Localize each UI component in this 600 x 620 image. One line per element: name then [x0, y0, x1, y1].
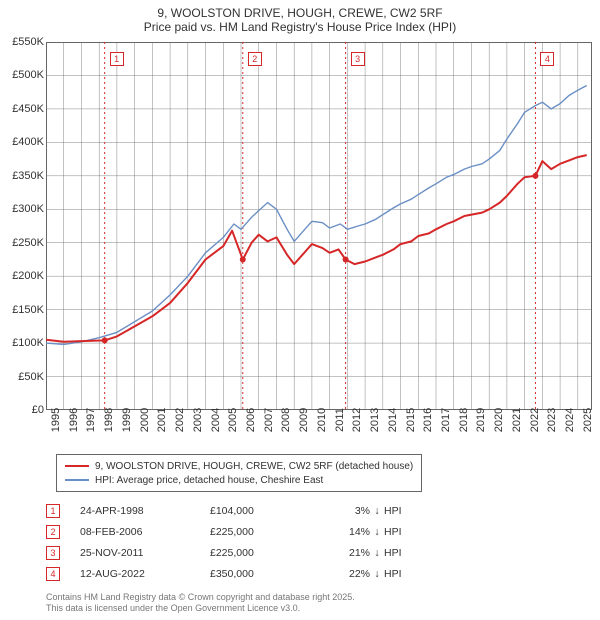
x-axis-tick: 2009 [298, 408, 310, 432]
sales-pct: 14% [320, 526, 370, 538]
legend-row: 9, WOOLSTON DRIVE, HOUGH, CREWE, CW2 5RF… [65, 459, 413, 473]
down-arrow-icon: ↓ [370, 526, 384, 538]
x-axis-tick: 1998 [103, 408, 115, 432]
sales-pct: 21% [320, 547, 370, 559]
sales-price: £350,000 [210, 568, 320, 580]
sales-table: 124-APR-1998£104,0003%↓HPI208-FEB-2006£2… [46, 500, 414, 584]
x-axis-tick: 2020 [493, 408, 505, 432]
title-subtitle: Price paid vs. HM Land Registry's House … [0, 20, 600, 34]
x-axis-tick: 2006 [245, 408, 257, 432]
sales-date: 24-APR-1998 [80, 505, 210, 517]
x-axis-tick: 2018 [458, 408, 470, 432]
sales-date: 12-AUG-2022 [80, 568, 210, 580]
sale-marker-1: 1 [110, 52, 124, 66]
y-axis-tick: £0 [2, 404, 44, 416]
sales-hpi-label: HPI [384, 526, 414, 538]
sales-row: 4 12-AUG-2022£350,00022%↓HPI [46, 563, 414, 584]
x-axis-tick: 2014 [387, 408, 399, 432]
x-axis-tick: 2002 [174, 408, 186, 432]
down-arrow-icon: ↓ [370, 547, 384, 559]
legend-swatch [65, 479, 89, 481]
x-axis-tick: 2022 [529, 408, 541, 432]
x-axis-tick: 2025 [582, 408, 594, 432]
x-axis-tick: 2017 [440, 408, 452, 432]
sales-pct: 22% [320, 568, 370, 580]
x-axis-tick: 1999 [121, 408, 133, 432]
title-address: 9, WOOLSTON DRIVE, HOUGH, CREWE, CW2 5RF [0, 6, 600, 20]
legend-swatch [65, 465, 89, 467]
y-axis-tick: £300K [2, 203, 44, 215]
x-axis-tick: 2011 [334, 408, 346, 432]
x-axis-tick: 2019 [475, 408, 487, 432]
x-axis-tick: 1997 [85, 408, 97, 432]
sale-marker-2: 2 [248, 52, 262, 66]
sales-row-marker: 1 [46, 504, 60, 518]
x-axis-tick: 2000 [139, 408, 151, 432]
x-axis-tick: 2021 [511, 408, 523, 432]
sales-price: £225,000 [210, 547, 320, 559]
legend: 9, WOOLSTON DRIVE, HOUGH, CREWE, CW2 5RF… [56, 454, 422, 492]
x-axis-tick: 2007 [263, 408, 275, 432]
footer-attribution: Contains HM Land Registry data © Crown c… [46, 592, 355, 614]
x-axis-tick: 2004 [210, 408, 222, 432]
y-axis-tick: £400K [2, 136, 44, 148]
x-axis-tick: 2008 [280, 408, 292, 432]
legend-label: 9, WOOLSTON DRIVE, HOUGH, CREWE, CW2 5RF… [95, 461, 413, 472]
sale-marker-4: 4 [540, 52, 554, 66]
sales-date: 08-FEB-2006 [80, 526, 210, 538]
x-axis-tick: 2024 [564, 408, 576, 432]
x-axis-tick: 2001 [156, 408, 168, 432]
legend-row: HPI: Average price, detached house, Ches… [65, 473, 413, 487]
sales-price: £104,000 [210, 505, 320, 517]
sales-price: £225,000 [210, 526, 320, 538]
sales-date: 25-NOV-2011 [80, 547, 210, 559]
x-axis-tick: 2010 [316, 408, 328, 432]
y-axis-tick: £350K [2, 170, 44, 182]
x-axis-tick: 2015 [405, 408, 417, 432]
x-axis-tick: 1995 [50, 408, 62, 432]
title-block: 9, WOOLSTON DRIVE, HOUGH, CREWE, CW2 5RF… [0, 0, 600, 34]
y-axis-tick: £500K [2, 69, 44, 81]
sales-hpi-label: HPI [384, 547, 414, 559]
down-arrow-icon: ↓ [370, 505, 384, 517]
x-axis-tick: 2023 [546, 408, 558, 432]
y-axis-tick: £50K [2, 371, 44, 383]
chart-area [46, 42, 592, 410]
sales-pct: 3% [320, 505, 370, 517]
down-arrow-icon: ↓ [370, 568, 384, 580]
y-axis-tick: £550K [2, 36, 44, 48]
y-axis-tick: £100K [2, 337, 44, 349]
sale-marker-3: 3 [351, 52, 365, 66]
x-axis-tick: 2012 [351, 408, 363, 432]
sales-row-marker: 4 [46, 567, 60, 581]
sales-row: 2 08-FEB-2006£225,00014%↓HPI [46, 521, 414, 542]
chart-container: 9, WOOLSTON DRIVE, HOUGH, CREWE, CW2 5RF… [0, 0, 600, 620]
y-axis-tick: £450K [2, 103, 44, 115]
x-axis-tick: 2013 [369, 408, 381, 432]
sales-row: 1 24-APR-1998£104,0003%↓HPI [46, 500, 414, 521]
x-axis-tick: 2016 [422, 408, 434, 432]
y-axis-tick: £200K [2, 270, 44, 282]
x-axis-tick: 2003 [192, 408, 204, 432]
x-axis-tick: 1996 [68, 408, 80, 432]
sales-row-marker: 3 [46, 546, 60, 560]
chart-svg [46, 42, 592, 410]
x-axis-tick: 2005 [227, 408, 239, 432]
sales-row: 3 25-NOV-2011£225,00021%↓HPI [46, 542, 414, 563]
legend-label: HPI: Average price, detached house, Ches… [95, 475, 323, 486]
footer-line2: This data is licensed under the Open Gov… [46, 603, 355, 614]
sales-row-marker: 2 [46, 525, 60, 539]
y-axis-tick: £150K [2, 304, 44, 316]
sales-hpi-label: HPI [384, 568, 414, 580]
footer-line1: Contains HM Land Registry data © Crown c… [46, 592, 355, 603]
sales-hpi-label: HPI [384, 505, 414, 517]
y-axis-tick: £250K [2, 237, 44, 249]
